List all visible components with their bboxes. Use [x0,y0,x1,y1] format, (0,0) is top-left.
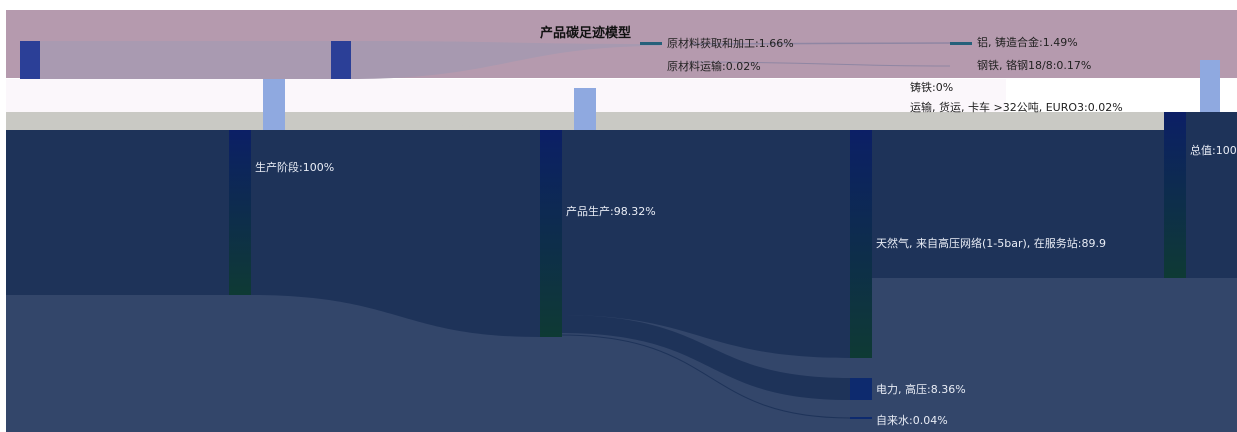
link-raw-to-materials [350,41,660,79]
label-aluminium: 铝, 铸造合金:1.49% [977,35,1078,49]
link-to-total [872,130,1166,278]
node-gas [850,130,872,358]
link-raw-aluminium [689,42,951,45]
label-raw: 原材料获取和加工:1.66% [667,36,794,50]
node-left-raw [20,41,40,79]
node-mid-raw [331,41,351,79]
node-total [1164,112,1186,278]
node-layer [20,41,1220,419]
label-product: 产品生产:98.32% [566,204,656,218]
node-raw [640,42,662,45]
link-raw-steel [689,61,951,67]
node-product [540,130,562,337]
node-aluminium [950,42,972,45]
label-raw-transport: 原材料运输:0.02% [667,59,761,73]
link-grey-fill [260,112,598,130]
label-water: 自来水:0.04% [876,414,948,427]
link-product-water [559,334,851,419]
node-stage-top [263,79,285,130]
label-truck: 运输, 货运, 卡车 >32公吨, EURO3:0.02% [910,100,1123,114]
node-stage [229,130,251,295]
link-product-electricity [560,315,850,400]
band-stage-in [6,130,251,295]
link-raw-upper [40,41,332,79]
label-layer: 产品碳足迹模型 原材料获取和加工:1.66% 原材料运输:0.02% 铝, 铸造… [255,25,1237,427]
link-stage-product [250,130,540,337]
band-grey [6,112,1237,130]
node-water [850,417,872,419]
chart-title: 产品碳足迹模型 [540,25,631,41]
band-white-strip [6,79,1006,112]
label-steel: 钢铁, 铬钢18/8:0.17% [977,58,1091,72]
node-product-top [574,88,596,130]
node-total-top [1200,60,1220,112]
label-electricity: 电力, 高压:8.36% [876,382,966,396]
band-total-right [1186,112,1237,278]
node-electricity [850,378,872,400]
label-stage: 生产阶段:100% [255,160,334,174]
label-cast-iron: 铸铁:0% [910,80,953,94]
label-total: 总值:100 [1190,143,1237,157]
link-product-gas [560,130,850,358]
label-gas: 天然气, 来自高压网络(1-5bar), 在服务站:89.9 [876,236,1106,250]
